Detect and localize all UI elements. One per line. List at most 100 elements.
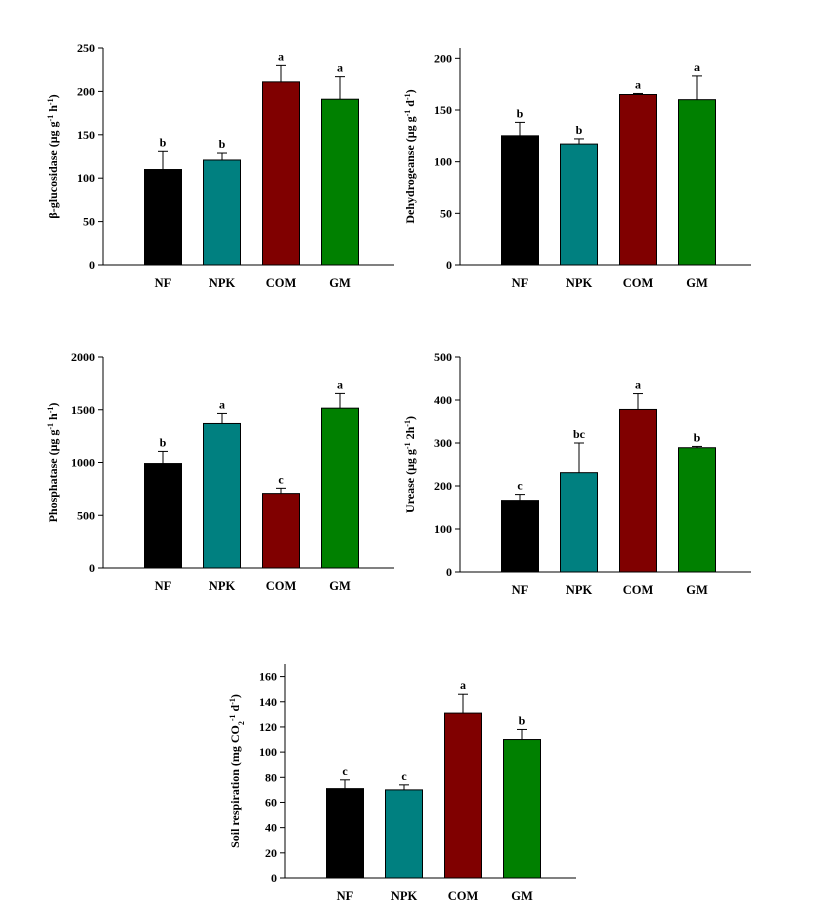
bar-gm [503, 739, 541, 879]
x-category-label: NPK [566, 583, 593, 597]
x-category-label: NPK [566, 276, 593, 290]
significance-label: b [576, 123, 583, 137]
y-axis-label: β-glucosidase (μg g-1 h-1) [46, 94, 61, 218]
y-tick-label: 20 [265, 846, 277, 860]
x-category-label: NF [512, 583, 529, 597]
x-category-label: GM [686, 276, 708, 290]
y-tick-label: 250 [77, 41, 95, 55]
bar-com [262, 493, 300, 569]
y-tick-label: 500 [434, 350, 452, 364]
y-tick-label: 120 [259, 720, 277, 734]
y-tick-label: 0 [89, 561, 95, 575]
y-tick-label: 100 [259, 745, 277, 759]
significance-label: c [278, 472, 284, 486]
x-category-label: COM [623, 583, 654, 597]
x-category-label: GM [329, 579, 351, 593]
x-category-label: NF [512, 276, 529, 290]
x-category-label: NF [155, 579, 172, 593]
bar-gm [678, 99, 716, 266]
significance-label: a [278, 49, 284, 63]
y-tick-label: 0 [446, 565, 452, 579]
bar-npk [203, 159, 241, 266]
y-tick-label: 0 [89, 258, 95, 272]
bar-nf [501, 500, 539, 573]
significance-label: a [219, 397, 225, 411]
significance-label: a [635, 77, 641, 91]
bar-gm [678, 447, 716, 573]
bar-nf [326, 788, 364, 879]
chart-panel-4: 0 100 200 300 400 500 c NF bc NPK a COM b GM Urease (μ… [403, 350, 751, 597]
significance-label: a [694, 60, 700, 74]
y-tick-label: 80 [265, 770, 277, 784]
y-tick-label: 160 [259, 670, 277, 684]
y-tick-label: 200 [434, 479, 452, 493]
y-tick-label: 300 [434, 436, 452, 450]
y-axis-label: Urease (μg g-1 2h-1) [403, 416, 418, 513]
chart-panel-5: 0 20 40 60 80 100 120 140 160 c NF c NPK a COM b GM Soil … [228, 664, 576, 903]
significance-label: a [635, 378, 641, 392]
y-tick-label: 500 [77, 508, 95, 522]
y-axis-label: Dehydrogeanse (μg g-1 d-1) [403, 89, 418, 223]
significance-label: c [401, 769, 407, 783]
chart-panel-2: 0 50 100 150 200 b NF b NPK a COM a GM Dehydrogeanse … [403, 48, 751, 290]
significance-label: b [694, 430, 701, 444]
y-tick-label: 0 [271, 871, 277, 885]
x-category-label: COM [448, 889, 479, 903]
significance-label: a [337, 61, 343, 75]
bar-npk [560, 472, 598, 573]
y-tick-label: 50 [83, 215, 95, 229]
y-tick-label: 140 [259, 695, 277, 709]
significance-label: b [517, 106, 524, 120]
bar-com [444, 712, 482, 879]
x-category-label: GM [329, 276, 351, 290]
y-tick-label: 50 [440, 206, 452, 220]
chart-panel-1: 0 50 100 150 200 250 b NF b NPK a COM a GM β-glucosida… [46, 41, 394, 290]
y-tick-label: 1000 [71, 456, 95, 470]
x-category-label: COM [623, 276, 654, 290]
significance-label: b [519, 713, 526, 727]
x-category-label: NPK [209, 579, 236, 593]
bar-gm [321, 98, 359, 266]
y-tick-label: 150 [77, 128, 95, 142]
y-tick-label: 100 [434, 522, 452, 536]
chart-panel-3: 0 500 1000 1500 2000 b NF a NPK c COM a GM Phosphatas… [46, 350, 394, 593]
bar-npk [385, 789, 423, 879]
significance-label: c [342, 764, 348, 778]
bar-npk [203, 422, 241, 569]
y-tick-label: 0 [446, 258, 452, 272]
y-tick-label: 200 [77, 84, 95, 98]
y-tick-label: 100 [77, 171, 95, 185]
x-category-label: GM [511, 889, 533, 903]
bar-com [619, 408, 657, 573]
x-category-label: NPK [391, 889, 418, 903]
bar-gm [321, 407, 359, 569]
bar-com [262, 81, 300, 266]
x-category-label: NPK [209, 276, 236, 290]
y-tick-label: 100 [434, 155, 452, 169]
y-tick-label: 2000 [71, 350, 95, 364]
bar-nf [144, 169, 182, 266]
y-tick-label: 400 [434, 393, 452, 407]
significance-label: bc [573, 427, 586, 441]
significance-label: a [460, 678, 466, 692]
bar-com [619, 94, 657, 266]
y-tick-label: 40 [265, 821, 277, 835]
y-tick-label: 200 [434, 51, 452, 65]
significance-label: b [160, 435, 167, 449]
bar-nf [501, 135, 539, 266]
x-category-label: NF [337, 889, 354, 903]
y-tick-label: 150 [434, 103, 452, 117]
x-category-label: GM [686, 583, 708, 597]
x-category-label: COM [266, 276, 297, 290]
x-category-label: NF [155, 276, 172, 290]
y-tick-label: 60 [265, 795, 277, 809]
y-tick-label: 1500 [71, 403, 95, 417]
significance-label: b [160, 135, 167, 149]
y-axis-label: Phosphatase (μg g-1 h-1) [46, 403, 61, 523]
y-axis-label: Soil respiration (mg CO2-1 d-1) [228, 694, 246, 848]
significance-label: c [517, 479, 523, 493]
significance-label: b [219, 137, 226, 151]
significance-label: a [337, 377, 343, 391]
bar-nf [144, 463, 182, 569]
